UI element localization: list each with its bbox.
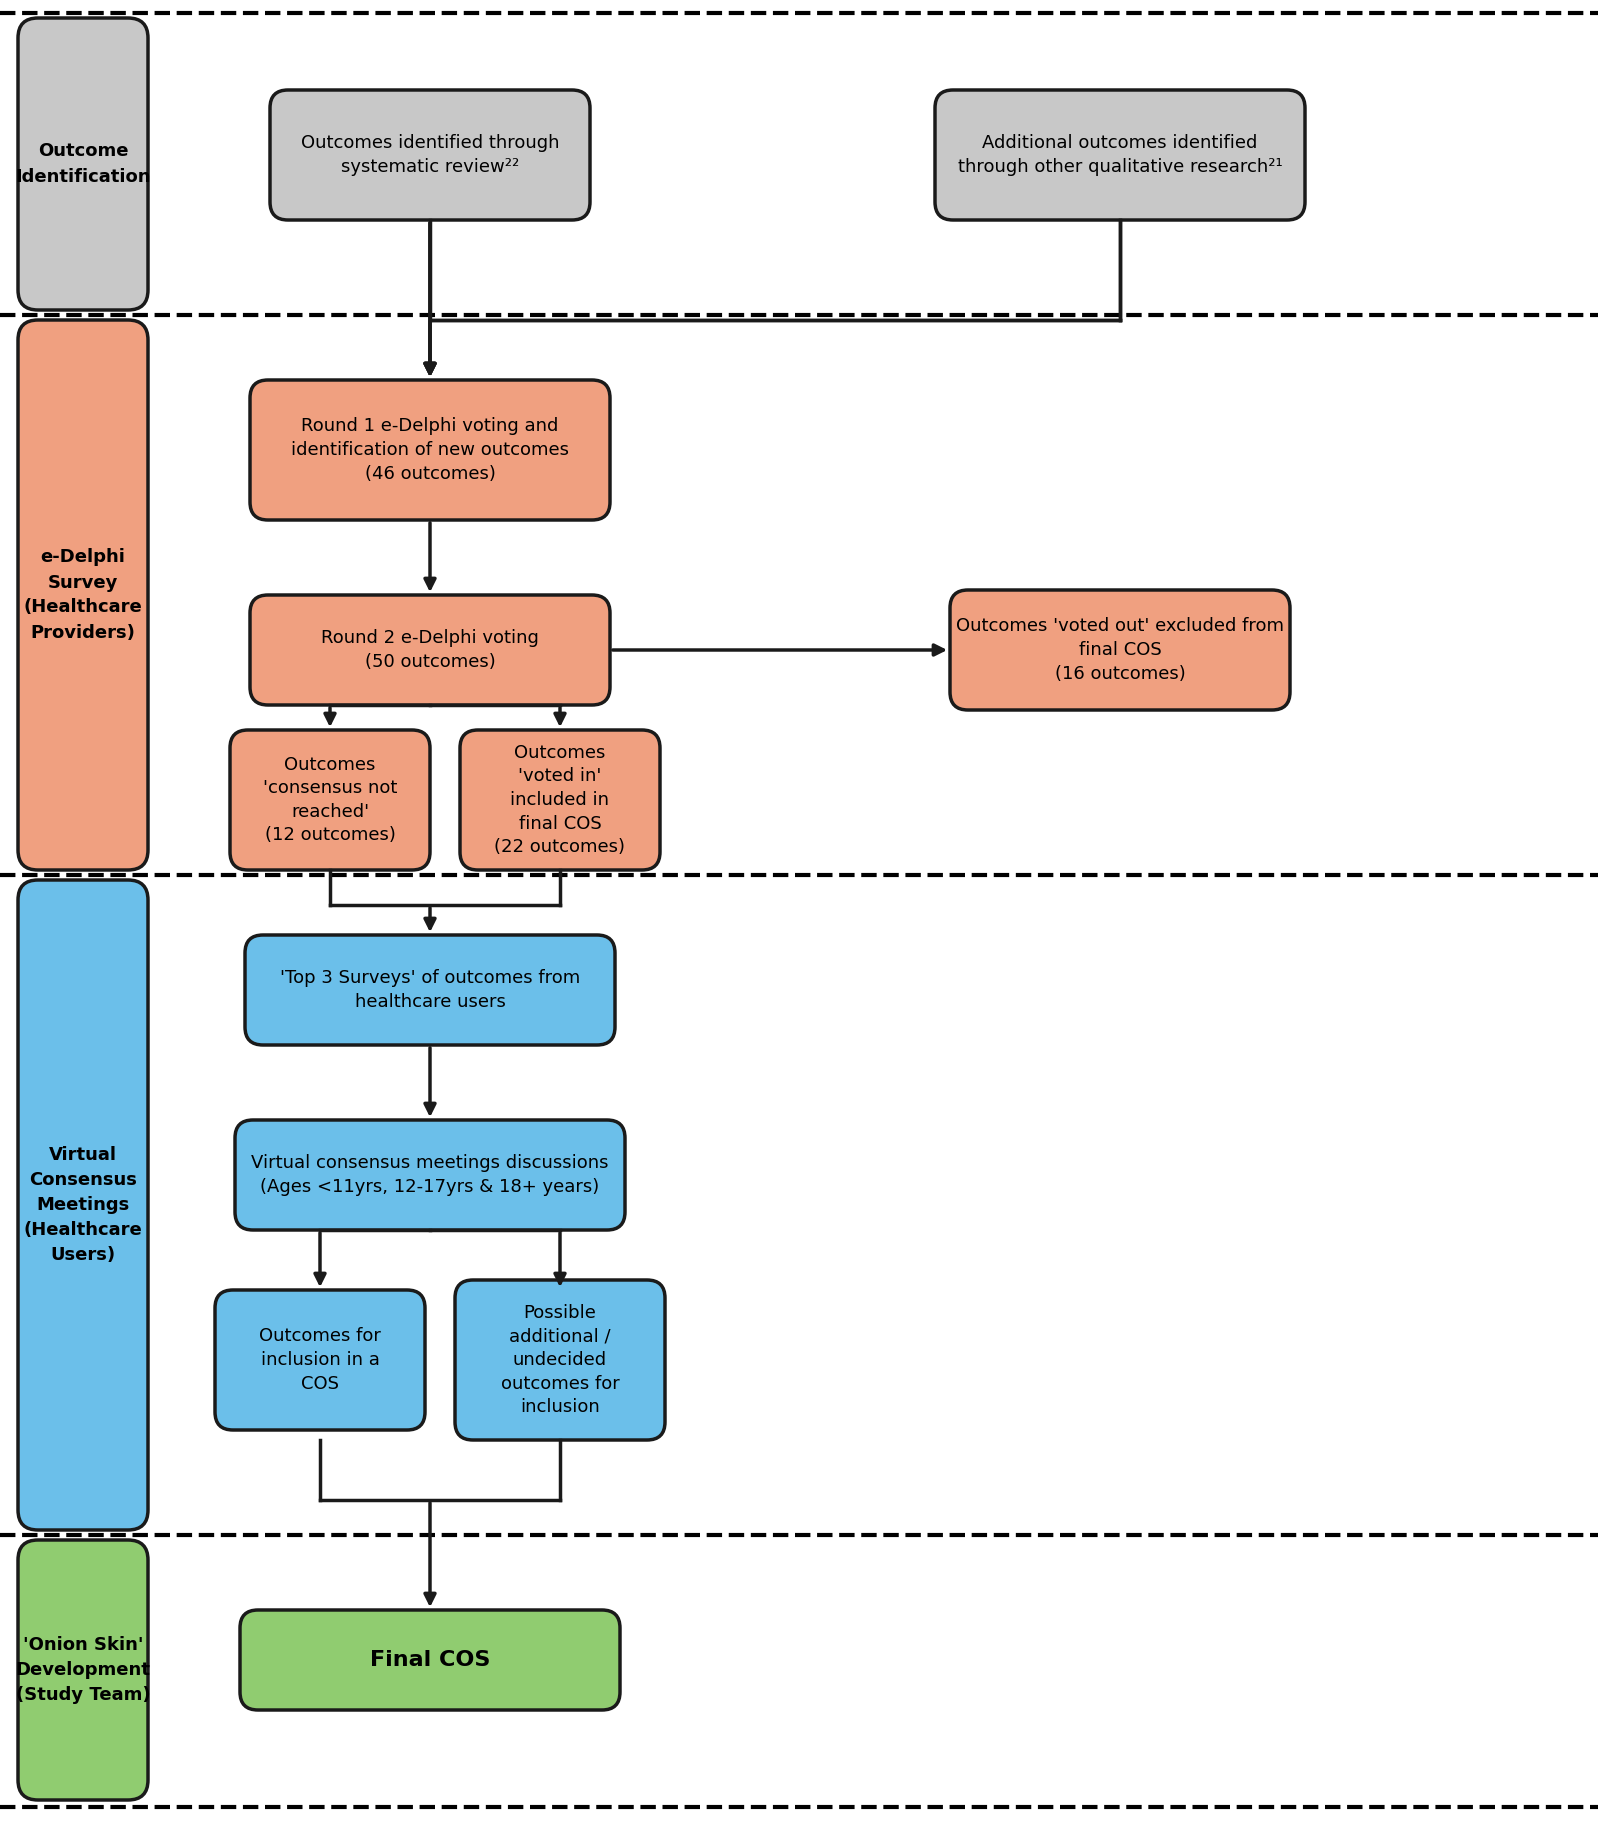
Text: e-Delphi
Survey
(Healthcare
Providers): e-Delphi Survey (Healthcare Providers): [24, 548, 142, 641]
Text: Virtual
Consensus
Meetings
(Healthcare
Users): Virtual Consensus Meetings (Healthcare U…: [24, 1146, 142, 1264]
FancyBboxPatch shape: [216, 1290, 425, 1430]
FancyBboxPatch shape: [244, 935, 615, 1046]
Text: Outcomes
'voted in'
included in
final COS
(22 outcomes): Outcomes 'voted in' included in final CO…: [494, 743, 625, 856]
FancyBboxPatch shape: [270, 89, 590, 220]
Text: Additional outcomes identified
through other qualitative research²¹: Additional outcomes identified through o…: [957, 135, 1282, 175]
Text: Virtual consensus meetings discussions
(Ages <11yrs, 12-17yrs & 18+ years): Virtual consensus meetings discussions (…: [251, 1153, 609, 1195]
Text: Outcome
Identification: Outcome Identification: [16, 142, 150, 186]
Text: Outcomes identified through
systematic review²²: Outcomes identified through systematic r…: [300, 135, 559, 175]
Text: 'Top 3 Surveys' of outcomes from
healthcare users: 'Top 3 Surveys' of outcomes from healthc…: [280, 969, 580, 1011]
Text: Round 2 e-Delphi voting
(50 outcomes): Round 2 e-Delphi voting (50 outcomes): [321, 629, 539, 670]
FancyBboxPatch shape: [230, 731, 430, 869]
FancyBboxPatch shape: [949, 590, 1290, 711]
Text: Possible
additional /
undecided
outcomes for
inclusion: Possible additional / undecided outcomes…: [500, 1305, 620, 1416]
Text: Round 1 e-Delphi voting and
identification of new outcomes
(46 outcomes): Round 1 e-Delphi voting and identificati…: [291, 417, 569, 483]
FancyBboxPatch shape: [455, 1281, 665, 1439]
Text: Outcomes for
inclusion in a
COS: Outcomes for inclusion in a COS: [259, 1328, 380, 1392]
FancyBboxPatch shape: [935, 89, 1306, 220]
Text: 'Onion Skin'
Development
(Study Team): 'Onion Skin' Development (Study Team): [16, 1636, 150, 1704]
FancyBboxPatch shape: [249, 381, 610, 519]
FancyBboxPatch shape: [18, 1540, 149, 1800]
FancyBboxPatch shape: [18, 18, 149, 310]
Text: Final COS: Final COS: [369, 1651, 491, 1671]
FancyBboxPatch shape: [249, 596, 610, 705]
FancyBboxPatch shape: [235, 1121, 625, 1230]
Text: Outcomes
'consensus not
reached'
(12 outcomes): Outcomes 'consensus not reached' (12 out…: [262, 756, 398, 844]
FancyBboxPatch shape: [240, 1611, 620, 1711]
FancyBboxPatch shape: [18, 880, 149, 1530]
FancyBboxPatch shape: [18, 321, 149, 869]
Text: Outcomes 'voted out' excluded from
final COS
(16 outcomes): Outcomes 'voted out' excluded from final…: [956, 618, 1285, 683]
FancyBboxPatch shape: [460, 731, 660, 869]
